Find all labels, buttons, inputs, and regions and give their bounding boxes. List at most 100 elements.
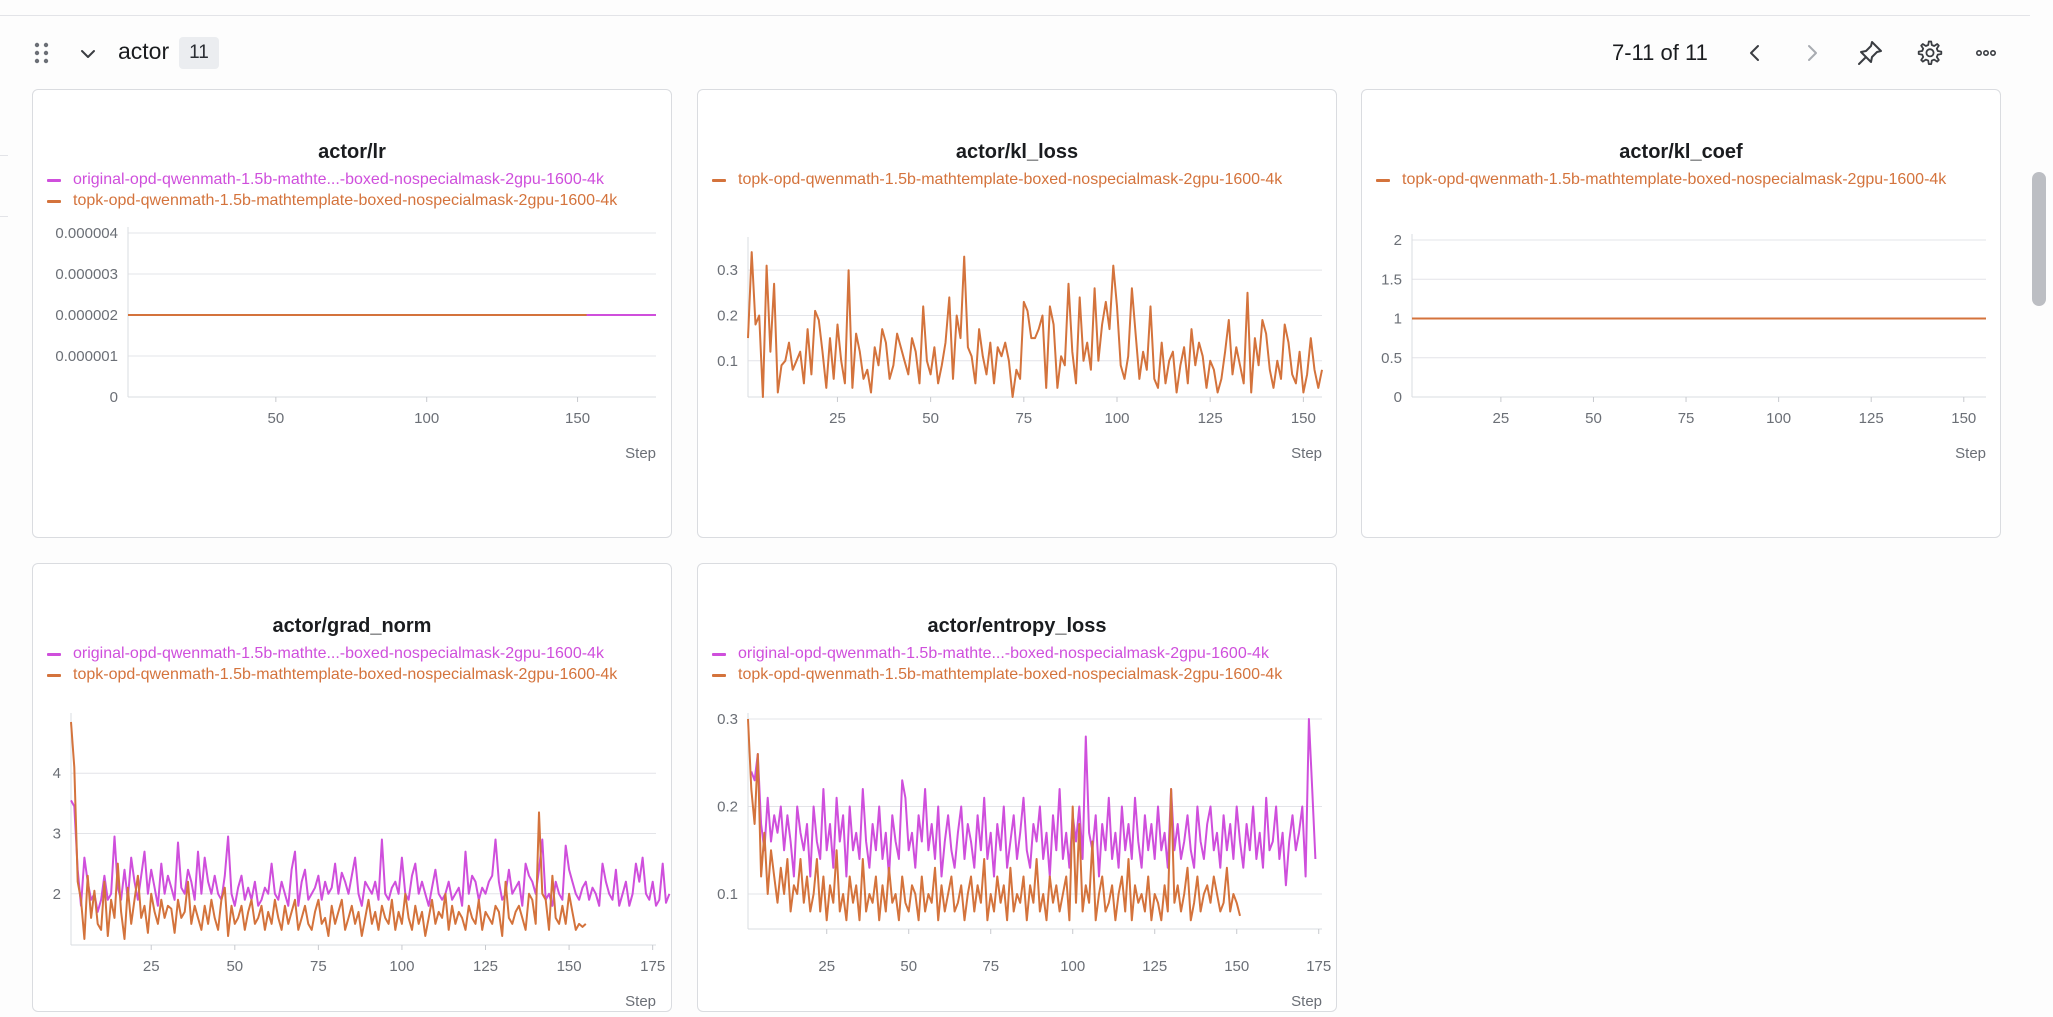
- top-divider: [0, 15, 2030, 16]
- x-tick-label: 150: [1224, 958, 1249, 975]
- legend-swatch: [1376, 179, 1390, 182]
- chart-area[interactable]: 2 3 4 25 50 75 100 125 150 175 Step: [33, 699, 671, 1011]
- y-tick-label: 0: [1394, 389, 1402, 406]
- x-tick-label: 150: [565, 410, 590, 427]
- x-tick-label: 75: [310, 958, 327, 975]
- legend-item[interactable]: topk-opd-qwenmath-1.5b-mathtemplate-boxe…: [1374, 172, 1994, 188]
- legend-swatch: [47, 653, 61, 656]
- chart-panel-actor-grad-norm[interactable]: actor/grad_norm original-opd-qwenmath-1.…: [32, 563, 672, 1012]
- y-tick-label: 0: [110, 389, 118, 406]
- y-tick-label: 0.2: [717, 799, 738, 816]
- x-axis-label: Step: [1955, 445, 1986, 462]
- x-tick-label: 50: [900, 958, 917, 975]
- chevron-left-icon[interactable]: [1741, 39, 1769, 67]
- y-tick-label: 0.000002: [55, 307, 118, 324]
- legend-label: topk-opd-qwenmath-1.5b-mathtemplate-boxe…: [73, 666, 618, 683]
- chevron-down-icon[interactable]: [78, 44, 98, 64]
- series-line: [70, 799, 671, 913]
- y-tick-label: 4: [53, 765, 61, 782]
- x-tick-label: 100: [1060, 958, 1085, 975]
- panel-title: actor/lr: [318, 141, 386, 163]
- legend-swatch: [47, 179, 61, 182]
- left-edge-fragment: [0, 155, 8, 217]
- chart-area[interactable]: 0.1 0.2 0.3 25 50 75 100 125 150 Step: [698, 225, 1336, 537]
- chevron-right-icon[interactable]: [1798, 39, 1826, 67]
- legend-label: topk-opd-qwenmath-1.5b-mathtemplate-boxe…: [738, 171, 1283, 188]
- x-tick-label: 50: [1585, 410, 1602, 427]
- legend-label: original-opd-qwenmath-1.5b-mathte...-box…: [73, 645, 604, 662]
- x-axis-label: Step: [625, 445, 656, 462]
- drag-handle-icon[interactable]: [32, 42, 52, 64]
- chart-legend[interactable]: original-opd-qwenmath-1.5b-mathte...-box…: [45, 646, 665, 688]
- chart-panel-actor-entropy-loss[interactable]: actor/entropy_loss original-opd-qwenmath…: [697, 563, 1337, 1012]
- x-axis-label: Step: [1291, 445, 1322, 462]
- legend-item[interactable]: topk-opd-qwenmath-1.5b-mathtemplate-boxe…: [45, 667, 665, 683]
- x-tick-label: 25: [829, 410, 846, 427]
- y-tick-label: 0.2: [717, 307, 738, 324]
- legend-swatch: [47, 674, 61, 677]
- x-tick-label: 100: [414, 410, 439, 427]
- legend-swatch: [712, 179, 726, 182]
- scrollbar-thumb[interactable]: [2032, 172, 2046, 306]
- y-tick-label: 0.1: [717, 886, 738, 903]
- legend-label: topk-opd-qwenmath-1.5b-mathtemplate-boxe…: [738, 666, 1283, 683]
- series-line: [750, 718, 1317, 887]
- x-tick-label: 150: [557, 958, 582, 975]
- legend-item[interactable]: original-opd-qwenmath-1.5b-mathte...-box…: [45, 646, 665, 662]
- chart-legend[interactable]: topk-opd-qwenmath-1.5b-mathtemplate-boxe…: [710, 172, 1330, 193]
- x-tick-label: 75: [1678, 410, 1695, 427]
- x-tick-label: 150: [1291, 410, 1316, 427]
- x-tick-label: 25: [818, 958, 835, 975]
- panel-count-badge: 11: [179, 37, 219, 69]
- series-line: [70, 721, 587, 940]
- legend-item[interactable]: topk-opd-qwenmath-1.5b-mathtemplate-boxe…: [710, 172, 1330, 188]
- chart-legend[interactable]: original-opd-qwenmath-1.5b-mathte...-box…: [45, 172, 665, 214]
- x-tick-label: 100: [389, 958, 414, 975]
- legend-swatch: [712, 674, 726, 677]
- chart-panel-actor-kl-loss[interactable]: actor/kl_loss topk-opd-qwenmath-1.5b-mat…: [697, 89, 1337, 538]
- y-tick-label: 3: [53, 826, 61, 843]
- y-tick-label: 0.000001: [55, 348, 118, 365]
- y-tick-label: 1: [1394, 311, 1402, 328]
- y-tick-label: 0.5: [1381, 350, 1402, 367]
- chart-area[interactable]: 0 0.000001 0.000002 0.000003 0.000004 50 100 15…: [33, 225, 671, 537]
- panel-title: actor/kl_loss: [955, 141, 1079, 163]
- x-tick-label: 125: [473, 958, 498, 975]
- legend-swatch: [47, 200, 61, 203]
- x-tick-label: 50: [267, 410, 284, 427]
- legend-item[interactable]: original-opd-qwenmath-1.5b-mathte...-box…: [710, 646, 1330, 662]
- pagination-label: 7-11 of 11: [1612, 40, 1708, 65]
- y-tick-label: 2: [53, 886, 61, 903]
- chart-panel-actor-kl-coef[interactable]: actor/kl_coef topk-opd-qwenmath-1.5b-mat…: [1361, 89, 2001, 538]
- chart-area[interactable]: 0 0.5 1 1.5 2 25 50 75 100 125 150 Step: [1362, 225, 2000, 537]
- x-tick-label: 150: [1951, 410, 1976, 427]
- x-tick-label: 50: [226, 958, 243, 975]
- pin-icon[interactable]: [1856, 39, 1884, 67]
- more-horizontal-icon[interactable]: [1972, 39, 2000, 67]
- y-tick-label: 0.1: [717, 353, 738, 370]
- x-tick-label: 125: [1198, 410, 1223, 427]
- x-tick-label: 175: [1306, 958, 1331, 975]
- x-tick-label: 125: [1859, 410, 1884, 427]
- chart-area[interactable]: 0.1 0.2 0.3 25 50 75 100 125 150 175 Step: [698, 699, 1336, 1011]
- x-tick-label: 125: [1142, 958, 1167, 975]
- x-tick-label: 25: [143, 958, 160, 975]
- gear-icon[interactable]: [1915, 39, 1943, 67]
- x-tick-label: 75: [982, 958, 999, 975]
- panel-title: actor/grad_norm: [272, 615, 432, 637]
- chart-legend[interactable]: topk-opd-qwenmath-1.5b-mathtemplate-boxe…: [1374, 172, 1994, 193]
- x-tick-label: 25: [1493, 410, 1510, 427]
- x-axis-label: Step: [625, 993, 656, 1010]
- section-title[interactable]: actor: [118, 38, 170, 64]
- chart-panel-actor-lr[interactable]: actor/lr original-opd-qwenmath-1.5b-math…: [32, 89, 672, 538]
- legend-item[interactable]: original-opd-qwenmath-1.5b-mathte...-box…: [45, 172, 665, 188]
- x-tick-label: 100: [1104, 410, 1129, 427]
- y-tick-label: 0.3: [717, 262, 738, 279]
- legend-label: topk-opd-qwenmath-1.5b-mathtemplate-boxe…: [1402, 171, 1947, 188]
- legend-label: topk-opd-qwenmath-1.5b-mathtemplate-boxe…: [73, 192, 618, 209]
- y-tick-label: 0.3: [717, 711, 738, 728]
- legend-item[interactable]: topk-opd-qwenmath-1.5b-mathtemplate-boxe…: [710, 667, 1330, 683]
- chart-legend[interactable]: original-opd-qwenmath-1.5b-mathte...-box…: [710, 646, 1330, 688]
- x-axis-label: Step: [1291, 993, 1322, 1010]
- legend-item[interactable]: topk-opd-qwenmath-1.5b-mathtemplate-boxe…: [45, 193, 665, 209]
